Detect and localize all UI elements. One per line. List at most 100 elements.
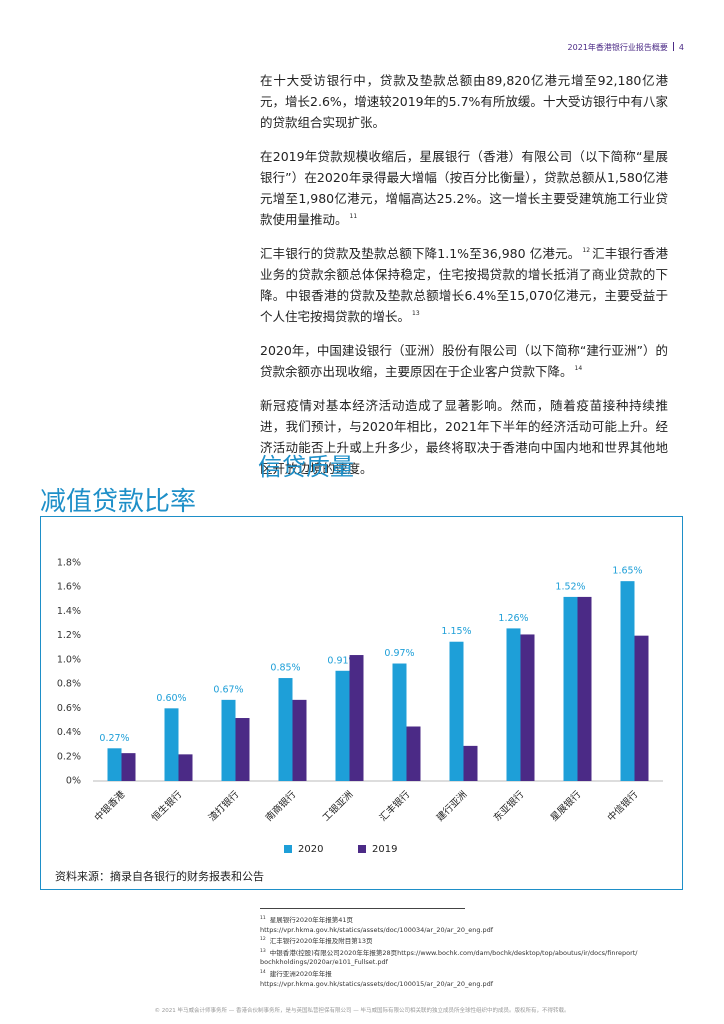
chart-title: 减值贷款比率 [40, 487, 197, 517]
chart-box: 0% 0.2% 0.4% 0.6% 0.8% 1.0% 1.2% 1.4% 1.6% 1.8% 中银… [40, 516, 683, 890]
y-tick-label: 0.6% [57, 703, 81, 714]
value-label: 1.52% [555, 581, 585, 592]
bar [392, 663, 407, 781]
legend-label: 2020 [298, 844, 323, 855]
body-text: 在十大受访银行中，贷款及垫款总额由89,820亿港元增至92,180亿港元，增长… [260, 70, 668, 492]
value-label: 0.91% [327, 655, 357, 666]
x-tick-label: 东亚银行 [491, 788, 527, 824]
bar [221, 699, 236, 781]
header-title: 2021年香港银行业报告概要 [567, 43, 668, 52]
paragraph: 新冠疫情对基本经济活动造成了显著影响。然而，随着疫苗接种持续推进，我们预计，与2… [260, 395, 668, 479]
footnote-ref: 14 [574, 365, 583, 372]
footnote-line: 11 星展银行2020年年报第41页 [260, 914, 638, 926]
bar [577, 596, 592, 781]
footnote-number: 11 [260, 916, 266, 921]
footnote-line: bochkholdings/2020ar/e101_Fullset.pdf [260, 958, 638, 968]
paragraph: 2020年，中国建设银行（亚洲）股份有限公司（以下简称“建行亚洲”）的贷款余额亦… [260, 340, 668, 382]
bar [520, 634, 535, 781]
footnote-text: https://vpr.hkma.gov.hk/statics/assets/d… [260, 925, 494, 934]
value-label: 0.97% [384, 648, 414, 659]
x-tick-label: 中信银行 [605, 788, 641, 824]
footnote-rule [260, 908, 465, 909]
footnote-ref: 12 [582, 247, 591, 254]
bar [121, 753, 136, 781]
chart: 0% 0.2% 0.4% 0.6% 0.8% 1.0% 1.2% 1.4% 1.6% 1.8% 中银… [55, 558, 663, 883]
x-tick-label: 汇丰银行 [377, 788, 413, 824]
footnote-line: https://vpr.hkma.gov.hk/statics/assets/d… [260, 926, 638, 936]
bar [620, 581, 635, 781]
x-tick-label: 南商银行 [263, 788, 299, 824]
bar [178, 754, 193, 781]
x-tick-label: 星展银行 [548, 788, 584, 824]
footnote-ref: 13 [412, 310, 420, 317]
paragraph-text: 在十大受访银行中，贷款及垫款总额由89,820亿港元增至92,180亿港元，增长… [260, 73, 668, 130]
x-tick-label: 渣打银行 [206, 788, 242, 824]
bar [449, 641, 464, 781]
footnote-line: 14 建行亚洲2020年年报 [260, 968, 638, 980]
section-title: 信贷质量 [258, 453, 354, 481]
bar [107, 748, 122, 781]
footnote-line: 12 汇丰银行2020年年报及附目第13页 [260, 935, 638, 947]
x-tick-label: 中银香港 [92, 788, 128, 824]
footnote-text: 汇丰银行2020年年报及附目第13页 [269, 937, 373, 946]
value-label: 0.60% [156, 693, 186, 704]
legend-swatch [284, 845, 292, 853]
y-tick-label: 1.2% [57, 630, 81, 641]
footnotes: 11 星展银行2020年年报第41页 https://vpr.hkma.gov.hk… [260, 914, 638, 989]
footnote-number: 12 [260, 937, 266, 943]
legend-swatch [358, 845, 366, 853]
page-number: 4 [678, 43, 684, 52]
y-tick-label: 1.4% [57, 606, 81, 617]
chart-source: 资料来源：摘录自各银行的财务报表和公告 [55, 869, 264, 883]
bar [563, 596, 578, 781]
bar [278, 678, 293, 781]
value-label: 0.27% [99, 733, 129, 744]
y-tick-label: 0.8% [57, 679, 81, 690]
x-tick-label: 恒生银行 [149, 788, 185, 824]
footnote-text: 建行亚洲2020年年报 [269, 970, 332, 979]
footnote-number: 14 [260, 969, 266, 975]
y-tick-label: 1.8% [57, 558, 81, 569]
bar [349, 655, 364, 781]
bar [634, 635, 649, 781]
footnote-text: https://vpr.hkma.gov.hk/statics/assets/d… [260, 979, 494, 988]
bar [164, 708, 179, 781]
separator [672, 42, 674, 51]
y-tick-label: 0.2% [57, 751, 81, 762]
value-label: 1.15% [441, 626, 471, 637]
bar [506, 628, 521, 781]
paragraph: 在2019年贷款规模收缩后，星展银行（香港）有限公司（以下简称“星展银行”）在2… [260, 146, 668, 230]
bar [235, 718, 250, 781]
bar [292, 699, 307, 781]
footnote-line: 13 中银香港(控股)有限公司2020年年报第28页https://www.boc… [260, 947, 638, 959]
y-tick-label: 1.6% [57, 582, 81, 593]
footnote-line: https://vpr.hkma.gov.hk/statics/assets/d… [260, 980, 638, 990]
paragraph-text: 2020年，中国建设银行（亚洲）股份有限公司（以下简称“建行亚洲”）的贷款余额亦… [260, 343, 668, 379]
footnote-text: 中银香港(控股)有限公司2020年年报第28页https://www.bochk… [269, 948, 638, 957]
paragraph-text: 汇丰银行香港业务的贷款余额总体保持稳定，住宅按揭贷款的增长抵消了商业贷款的下降。… [260, 246, 668, 324]
y-tick-label: 0% [66, 776, 81, 787]
paragraph: 汇丰银行的贷款及垫款总额下降1.1%至36,980 亿港元。 12 汇丰银行香港业务… [260, 243, 668, 327]
value-label: 1.26% [498, 613, 528, 624]
bar [335, 670, 350, 781]
y-tick-label: 0.4% [57, 727, 81, 738]
footer: © 2021 毕马威会计师事务所 — 香港合伙制事务所，是与英国私营担保有限公司… [154, 1008, 570, 1014]
paragraph-text: 汇丰银行的贷款及垫款总额下降1.1%至36,980 亿港元。 [260, 246, 581, 261]
legend-label: 2019 [372, 844, 397, 855]
footnote-number: 13 [260, 948, 266, 954]
value-label: 1.65% [612, 566, 642, 577]
header: 2021年香港银行业报告概要 4 [568, 42, 684, 53]
paragraph: 在十大受访银行中，贷款及垫款总额由89,820亿港元增至92,180亿港元，增长… [260, 70, 668, 133]
bar [406, 726, 421, 781]
bar [463, 745, 478, 781]
x-tick-label: 工银亚洲 [320, 788, 355, 823]
footnote-text: bochkholdings/2020ar/e101_Fullset.pdf [260, 958, 388, 967]
paragraph-text: 在2019年贷款规模收缩后，星展银行（香港）有限公司（以下简称“星展银行”）在2… [260, 149, 668, 227]
value-label: 0.85% [270, 663, 300, 674]
footnote-ref: 11 [349, 213, 358, 220]
footnote-text: 星展银行2020年年报第41页 [269, 916, 354, 925]
value-label: 0.67% [213, 684, 243, 695]
y-tick-label: 1.0% [57, 654, 81, 665]
paragraph-text: 新冠疫情对基本经济活动造成了显著影响。然而，随着疫苗接种持续推进，我们预计，与2… [260, 398, 668, 476]
